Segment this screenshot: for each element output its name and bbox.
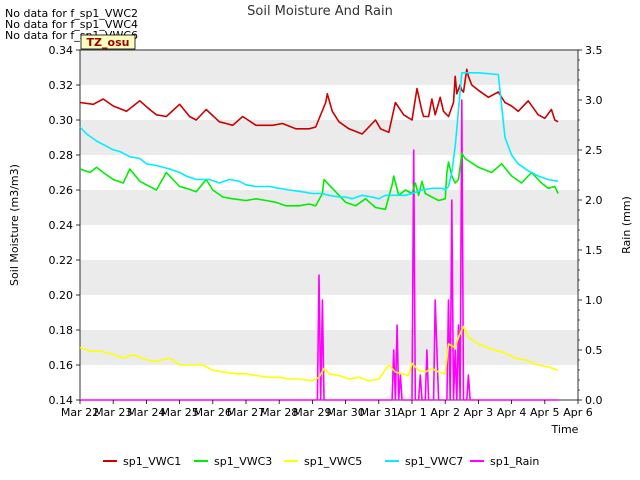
y-tick-label: 0.32: [49, 79, 74, 92]
y-tick-label: 0.34: [49, 44, 74, 57]
x-tick-label: Apr 5: [530, 406, 560, 419]
y2-tick-label: 3.0: [585, 94, 603, 107]
x-tick-label: Mar 31: [360, 406, 398, 419]
grid-band: [80, 260, 578, 295]
x-tick-label: Mar 27: [227, 406, 265, 419]
y-tick-label: 0.22: [49, 254, 74, 267]
x-tick-label: Mar 25: [160, 406, 198, 419]
legend-item-sp1-rain: sp1_Rain: [470, 455, 539, 468]
legend-label: sp1_VWC1: [123, 455, 181, 468]
y2-tick-label: 1.0: [585, 294, 603, 307]
chart-title: Soil Moisture And Rain: [247, 4, 393, 19]
y2-tick-label: 1.5: [585, 244, 603, 257]
no-data-message-vwc2: No data for f_sp1_VWC2: [5, 7, 139, 20]
grid-band: [80, 330, 578, 365]
y-tick-label: 0.26: [49, 184, 74, 197]
y-tick-label: 0.24: [49, 219, 74, 232]
x-tick-label: Apr 2: [430, 406, 460, 419]
y2-tick-label: 3.5: [585, 44, 603, 57]
series-line-sp1-vwc1: [79, 68, 559, 135]
y-axis-label: Soil Moisture (m3/m3): [8, 164, 21, 286]
y2-tick-label: 0.5: [585, 344, 603, 357]
x-tick-label: Mar 28: [260, 406, 298, 419]
x-tick-label: Mar 24: [127, 406, 165, 419]
y-tick-label: 0.30: [49, 114, 74, 127]
y2-tick-label: 2.5: [585, 144, 603, 157]
x-tick-label: Mar 30: [326, 406, 364, 419]
x-tick-label: Mar 29: [293, 406, 331, 419]
y-tick-label: 0.16: [49, 359, 74, 372]
x-tick-label: Apr 3: [464, 406, 494, 419]
x-axis-label: Time: [551, 423, 579, 436]
axes-layer: 0.14 0.16 0.18 0.20 0.22 0.24 0.26 0.28 0.30 0.32…: [49, 44, 603, 419]
legend-item-sp1-vwc7: sp1_VWC7: [385, 455, 463, 468]
x-tick-label: Mar 26: [194, 406, 232, 419]
site-label-box: TZ_osu: [80, 34, 136, 50]
no-data-message-vwc4: No data for f_sp1_VWC4: [5, 18, 139, 31]
y-tick-label: 0.18: [49, 324, 74, 337]
grid-band: [80, 120, 578, 155]
x-tick-label: Mar 23: [94, 406, 132, 419]
y-tick-label: 0.20: [49, 289, 74, 302]
y2-tick-label: 2.0: [585, 194, 603, 207]
y-tick-label: 0.14: [49, 394, 74, 407]
legend-label: sp1_VWC5: [304, 455, 362, 468]
legend-label: sp1_VWC7: [405, 455, 463, 468]
series-line-sp1-rain: [80, 99, 559, 401]
no-data-message-vwc6: No data for f_sp1_VWC6: [5, 29, 139, 42]
series-line-sp1-vwc3: [79, 152, 559, 211]
series-line-sp1-vwc5: [79, 325, 559, 382]
y-tick-label: 0.28: [49, 149, 74, 162]
series-layer: [79, 68, 559, 401]
x-tick-label: Mar 22: [61, 406, 99, 419]
legend-item-sp1-vwc5: sp1_VWC5: [284, 455, 362, 468]
site-label: TZ_osu: [87, 36, 130, 49]
legend-label: sp1_VWC3: [214, 455, 272, 468]
x-tick-label: Apr 4: [497, 406, 527, 419]
legend-item-sp1-vwc3: sp1_VWC3: [194, 455, 272, 468]
legend-label: sp1_Rain: [490, 455, 539, 468]
grid-bands: [80, 50, 578, 365]
y2-tick-label: 0.0: [585, 394, 603, 407]
legend: sp1_VWC1 sp1_VWC3 sp1_VWC5 sp1_VWC7 sp1_Rain: [103, 455, 539, 468]
y2-axis-label: Rain (mm): [620, 196, 633, 254]
legend-item-sp1-vwc1: sp1_VWC1: [103, 455, 181, 468]
x-tick-label: Apr 6: [563, 406, 593, 419]
grid-band: [80, 50, 578, 85]
series-line-sp1-vwc7: [79, 72, 559, 200]
x-tick-label: Apr 1: [397, 406, 427, 419]
